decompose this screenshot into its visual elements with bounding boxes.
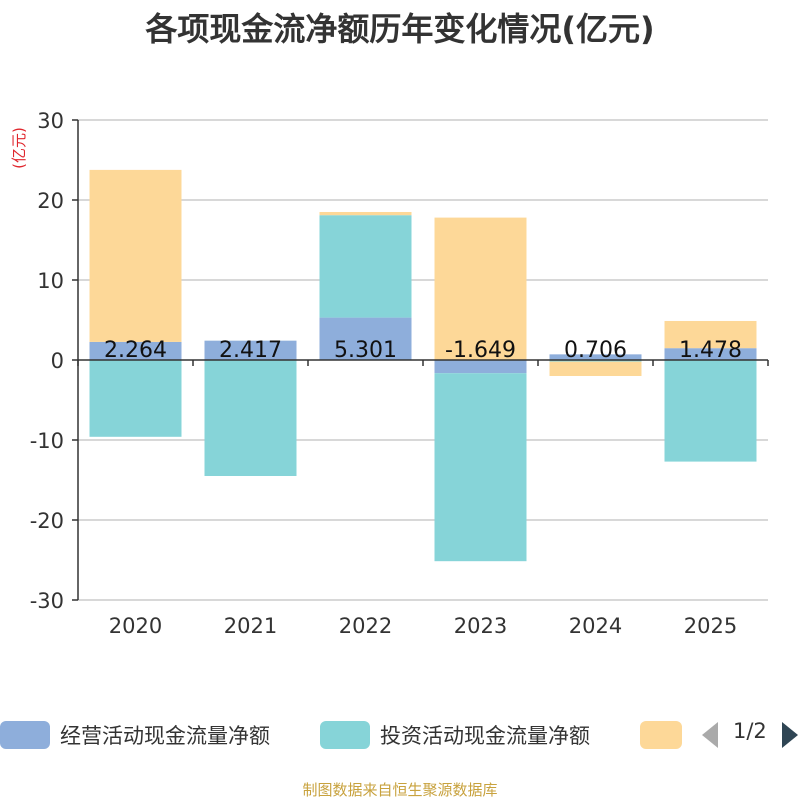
x-tick-label: 2022 (339, 614, 392, 638)
chart-title: 各项现金流净额历年变化情况(亿元) (145, 10, 655, 48)
data-label: 0.706 (564, 338, 627, 363)
source-note: 制图数据来自恒生聚源数据库 (302, 781, 498, 799)
data-label: 2.264 (104, 338, 167, 363)
bar-layer (89, 169, 757, 562)
bar-2020-series-0 (89, 341, 182, 360)
axis-layer: 30 20 10 0 -10 -20 -30 (30, 109, 769, 613)
bar-2020-series-1 (89, 360, 182, 437)
bar-2024-series-1 (549, 360, 642, 362)
bar-2020-series-2 (89, 169, 182, 342)
y-axis-title: (亿元) (10, 127, 28, 169)
bar-2025-series-1 (664, 360, 757, 462)
bar-2025-series-2 (664, 320, 757, 349)
bar-2022-series-1 (319, 215, 412, 318)
bar-2022-series-0 (319, 317, 412, 360)
bar-2023-series-0 (434, 360, 527, 374)
y-tick-label: -20 (30, 509, 64, 533)
y-tick-label: 0 (51, 349, 64, 373)
bar-2024-series-2 (549, 361, 642, 376)
x-tick-label: 2023 (454, 614, 507, 638)
legend-prev-icon[interactable] (700, 720, 722, 750)
y-tick-label: 20 (37, 189, 64, 213)
bar-2021-series-1 (204, 360, 297, 476)
legend-swatch-operating[interactable] (0, 721, 50, 749)
y-tick-label: -30 (30, 589, 64, 613)
x-tick-label: 2021 (224, 614, 277, 638)
x-tick-label: 2024 (569, 614, 622, 638)
bar-2025-series-0 (664, 348, 757, 360)
legend-page-indicator: 1/2 (733, 719, 767, 743)
x-tick-label: 2020 (109, 614, 162, 638)
bar-2023-series-2 (434, 217, 527, 360)
data-label: 5.301 (334, 338, 397, 363)
legend-label-investing[interactable]: 投资活动现金流量净额 (380, 724, 590, 748)
bar-2021-series-0 (204, 340, 297, 360)
x-tick-label: 2025 (684, 614, 737, 638)
bar-2024-series-0 (549, 354, 642, 360)
legend-swatch-investing[interactable] (320, 721, 370, 749)
legend-next-icon[interactable] (780, 720, 800, 750)
data-label: 2.417 (219, 338, 282, 363)
y-tick-label: 30 (37, 109, 64, 133)
legend-label-operating[interactable]: 经营活动现金流量净额 (60, 724, 270, 748)
data-label: -1.649 (445, 338, 516, 363)
y-tick-label: -10 (30, 429, 64, 453)
bar-2022-series-2 (319, 211, 412, 216)
grid-layer (78, 119, 768, 601)
data-label: 1.478 (679, 338, 742, 363)
bar-2023-series-1 (434, 373, 527, 562)
y-tick-label: 10 (37, 269, 64, 293)
legend-swatch-financing[interactable] (640, 721, 682, 749)
label-layer: 2020 2021 2022 2023 2024 2025 2.264 2.417 5.301 -… (104, 338, 742, 638)
